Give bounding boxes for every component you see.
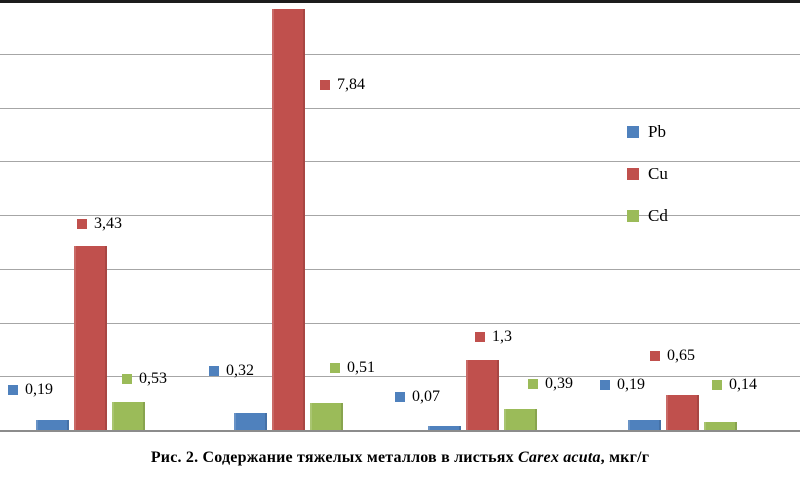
plot-top-border [0, 0, 800, 3]
gridline [0, 53, 800, 55]
bar-chart-plot-area: 0,19 0,32 0,07 0,19 3,43 7,84 1,3 0,65 0,53 0,51 0… [0, 0, 800, 433]
data-label-value: 3,43 [94, 215, 122, 232]
bar-pb-group-1 [36, 419, 69, 430]
legend-swatch-cd-icon [627, 210, 639, 222]
data-label-cu-group-1: 3,43 [77, 214, 122, 234]
data-label-key-icon [475, 332, 485, 342]
data-label-key-icon [650, 351, 660, 361]
data-label-key-icon [8, 385, 18, 395]
data-label-cd-group-2: 0,51 [330, 358, 375, 378]
gridline [0, 215, 800, 216]
data-label-value: 0,07 [412, 388, 440, 405]
data-label-value: 0,19 [617, 376, 645, 393]
bar-cd-group-1 [112, 401, 145, 430]
data-label-value: 0,32 [226, 362, 254, 379]
legend-item-cd: Cd [627, 206, 668, 226]
gridline [0, 107, 800, 109]
data-label-key-icon [330, 363, 340, 373]
data-label-value: 0,39 [545, 375, 573, 392]
data-label-cu-group-2: 7,84 [320, 75, 365, 95]
gridline [0, 376, 800, 378]
bar-cu-group-3 [466, 360, 499, 430]
data-label-value: 0,14 [729, 376, 757, 393]
gridline [0, 268, 800, 270]
data-label-pb-group-4: 0,19 [600, 375, 645, 395]
bar-cu-group-1 [74, 245, 107, 430]
legend-swatch-pb-icon [627, 126, 639, 138]
bar-cd-group-2 [310, 402, 343, 430]
gridline [0, 322, 800, 324]
data-label-value: 7,84 [337, 76, 365, 93]
bar-cu-group-4 [666, 395, 699, 430]
bar-cd-group-3 [504, 409, 537, 430]
data-label-value: 0,19 [25, 381, 53, 398]
legend-label: Cd [648, 206, 668, 225]
bar-cu-group-2 [272, 8, 305, 430]
gridline [0, 161, 800, 163]
data-label-value: 0,51 [347, 359, 375, 376]
figure-caption: Рис. 2. Содержание тяжелых металлов в ли… [0, 449, 800, 467]
legend-label: Cu [648, 164, 668, 183]
caption-text: Рис. 2. Содержание тяжелых металлов в ли… [150, 449, 519, 466]
bar-pb-group-2 [234, 412, 267, 430]
data-label-cu-group-3: 1,3 [475, 327, 512, 347]
legend-label: Pb [648, 122, 666, 141]
legend-swatch-cu-icon [627, 168, 639, 180]
caption-units: , мкг/г [600, 449, 650, 466]
data-label-key-icon [122, 374, 132, 384]
bar-pb-group-3 [428, 426, 461, 430]
data-label-key-icon [528, 379, 538, 389]
data-label-key-icon [395, 392, 405, 402]
legend-item-pb: Pb [627, 122, 666, 142]
data-label-key-icon [77, 219, 87, 229]
data-label-cd-group-4: 0,14 [712, 375, 757, 395]
data-label-cd-group-3: 0,39 [528, 374, 573, 394]
data-label-key-icon [209, 366, 219, 376]
legend-item-cu: Cu [627, 164, 668, 184]
bar-cd-group-4 [704, 422, 737, 430]
data-label-pb-group-3: 0,07 [395, 387, 440, 407]
data-label-pb-group-2: 0,32 [209, 361, 254, 381]
caption-species-name: Carex acuta [518, 449, 601, 466]
bar-pb-group-4 [628, 419, 661, 430]
data-label-value: 1,3 [492, 328, 512, 345]
data-label-cu-group-4: 0,65 [650, 346, 695, 366]
data-label-key-icon [712, 380, 722, 390]
data-label-value: 0,65 [667, 347, 695, 364]
data-label-key-icon [600, 380, 610, 390]
data-label-pb-group-1: 0,19 [8, 380, 53, 400]
data-label-key-icon [320, 80, 330, 90]
x-axis-line [0, 430, 800, 432]
data-label-value: 0,53 [139, 370, 167, 387]
data-label-cd-group-1: 0,53 [122, 369, 167, 389]
